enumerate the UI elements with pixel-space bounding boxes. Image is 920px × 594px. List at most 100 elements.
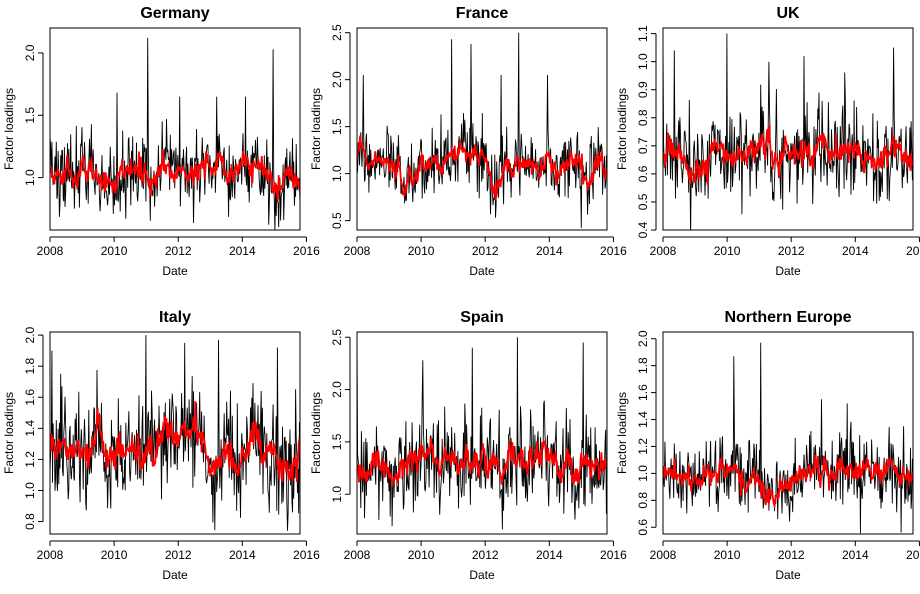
panel-northern-europe: Northern Europe 2008 2010 2012 2014 2016 0.6 0.… [615,309,920,582]
panel-uk: UK 2008 2010 2012 2014 2016 0.4 0.5 0.6 0.7 0.8 0.9… [615,5,920,278]
series-line-red [50,149,300,201]
y-tick-label: 1.0 [23,482,37,499]
plot-area [357,32,607,228]
y-tick-label: 1.0 [23,169,37,186]
series-line-red [357,437,607,487]
x-axis-label: Date [469,568,495,582]
x-tick-label: 2008 [37,548,64,562]
x-tick-label: 2008 [344,548,371,562]
x-axis-label: Date [775,568,801,582]
x-tick-label: 2016 [600,244,627,258]
y-tick-label: 0.7 [636,137,650,154]
y-tick-label: 2.0 [23,326,37,343]
x-tick-label: 2016 [293,548,320,562]
y-axis-label: Factor loadings [615,392,629,474]
y-tick-label: 0.6 [636,519,650,536]
x-tick-label: 2014 [536,244,563,258]
plot-frame [662,331,914,535]
panel-title: UK [776,5,800,22]
y-axis-label: Factor loadings [2,392,16,474]
x-tick-label: 2008 [650,244,677,258]
x-tick-label: 2008 [344,244,371,258]
x-axis-label: Date [469,264,495,278]
series-line-black [663,33,913,230]
plot-area [663,342,913,534]
x-tick-label: 2012 [472,244,499,258]
y-tick-label: 2.0 [23,44,37,61]
plot-area [357,337,607,530]
y-tick-label: 2.5 [330,24,344,41]
x-tick-label: 2014 [842,244,869,258]
panel-title: Spain [460,309,504,326]
panel-title: Northern Europe [724,309,851,326]
panel-italy: Italy 2008 2010 2012 2014 2016 0.8 1.0 1.2 1.4 1.6… [2,309,320,582]
x-tick-label: 2016 [293,244,320,258]
y-tick-label: 0.9 [636,81,650,98]
y-tick-label: 1.5 [330,118,344,135]
y-tick-label: 1.5 [23,107,37,124]
plot-area [50,335,300,531]
plot-frame [49,331,301,535]
x-tick-label: 2010 [714,548,741,562]
y-tick-label: 0.8 [23,513,37,530]
x-tick-label: 2012 [778,548,805,562]
panel-title: Germany [140,5,209,22]
y-tick-label: 0.8 [636,109,650,126]
x-tick-label: 2014 [229,548,256,562]
plot-frame [356,27,608,231]
plot-frame [356,331,608,535]
y-tick-label: 1.0 [636,465,650,482]
series-line-black [357,32,607,228]
series-line-red [663,454,913,510]
y-tick-label: 1.1 [636,25,650,42]
x-tick-label: 2010 [408,244,435,258]
y-tick-label: 1.8 [23,358,37,375]
plot-frame [662,27,914,231]
y-tick-label: 1.4 [23,420,37,437]
x-tick-label: 2014 [842,548,869,562]
y-tick-label: 1.0 [636,53,650,70]
x-tick-label: 2016 [906,244,920,258]
x-tick-label: 2012 [778,244,805,258]
y-tick-label: 0.5 [636,193,650,210]
y-tick-label: 1.5 [330,433,344,450]
x-tick-label: 2010 [101,244,128,258]
x-tick-label: 2012 [472,548,499,562]
y-axis-label: Factor loadings [309,88,323,170]
series-line-red [357,135,607,200]
y-tick-label: 1.2 [636,438,650,455]
x-tick-label: 2010 [714,244,741,258]
x-axis-label: Date [775,264,801,278]
x-tick-label: 2016 [600,548,627,562]
y-axis-label: Factor loadings [2,88,16,170]
plot-frame [49,27,301,231]
series-line-black [50,37,300,230]
y-tick-label: 1.6 [636,384,650,401]
series-line-black [663,342,913,534]
y-tick-label: 1.8 [636,357,650,374]
y-axis-label: Factor loadings [615,88,629,170]
series-line-red [50,401,300,484]
y-tick-label: 1.2 [23,451,37,468]
x-axis-label: Date [162,568,188,582]
x-tick-label: 2016 [906,548,920,562]
y-tick-label: 1.4 [636,411,650,428]
y-tick-label: 1.6 [23,389,37,406]
x-tick-label: 2014 [536,548,563,562]
x-tick-label: 2010 [408,548,435,562]
plot-area [50,37,300,230]
x-tick-label: 2014 [229,244,256,258]
y-tick-label: 0.8 [636,492,650,509]
panel-title: Italy [159,309,191,326]
y-tick-label: 0.6 [636,165,650,182]
y-tick-label: 1.0 [330,486,344,503]
panel-title: France [456,5,509,22]
x-tick-label: 2012 [165,244,192,258]
series-line-black [357,337,607,530]
x-tick-label: 2012 [165,548,192,562]
y-tick-label: 1.0 [330,165,344,182]
y-tick-label: 0.4 [636,221,650,238]
x-axis-label: Date [162,264,188,278]
panel-france: France 2008 2010 2012 2014 2016 0.5 1.0 1.5 2.0 2.… [309,5,627,278]
